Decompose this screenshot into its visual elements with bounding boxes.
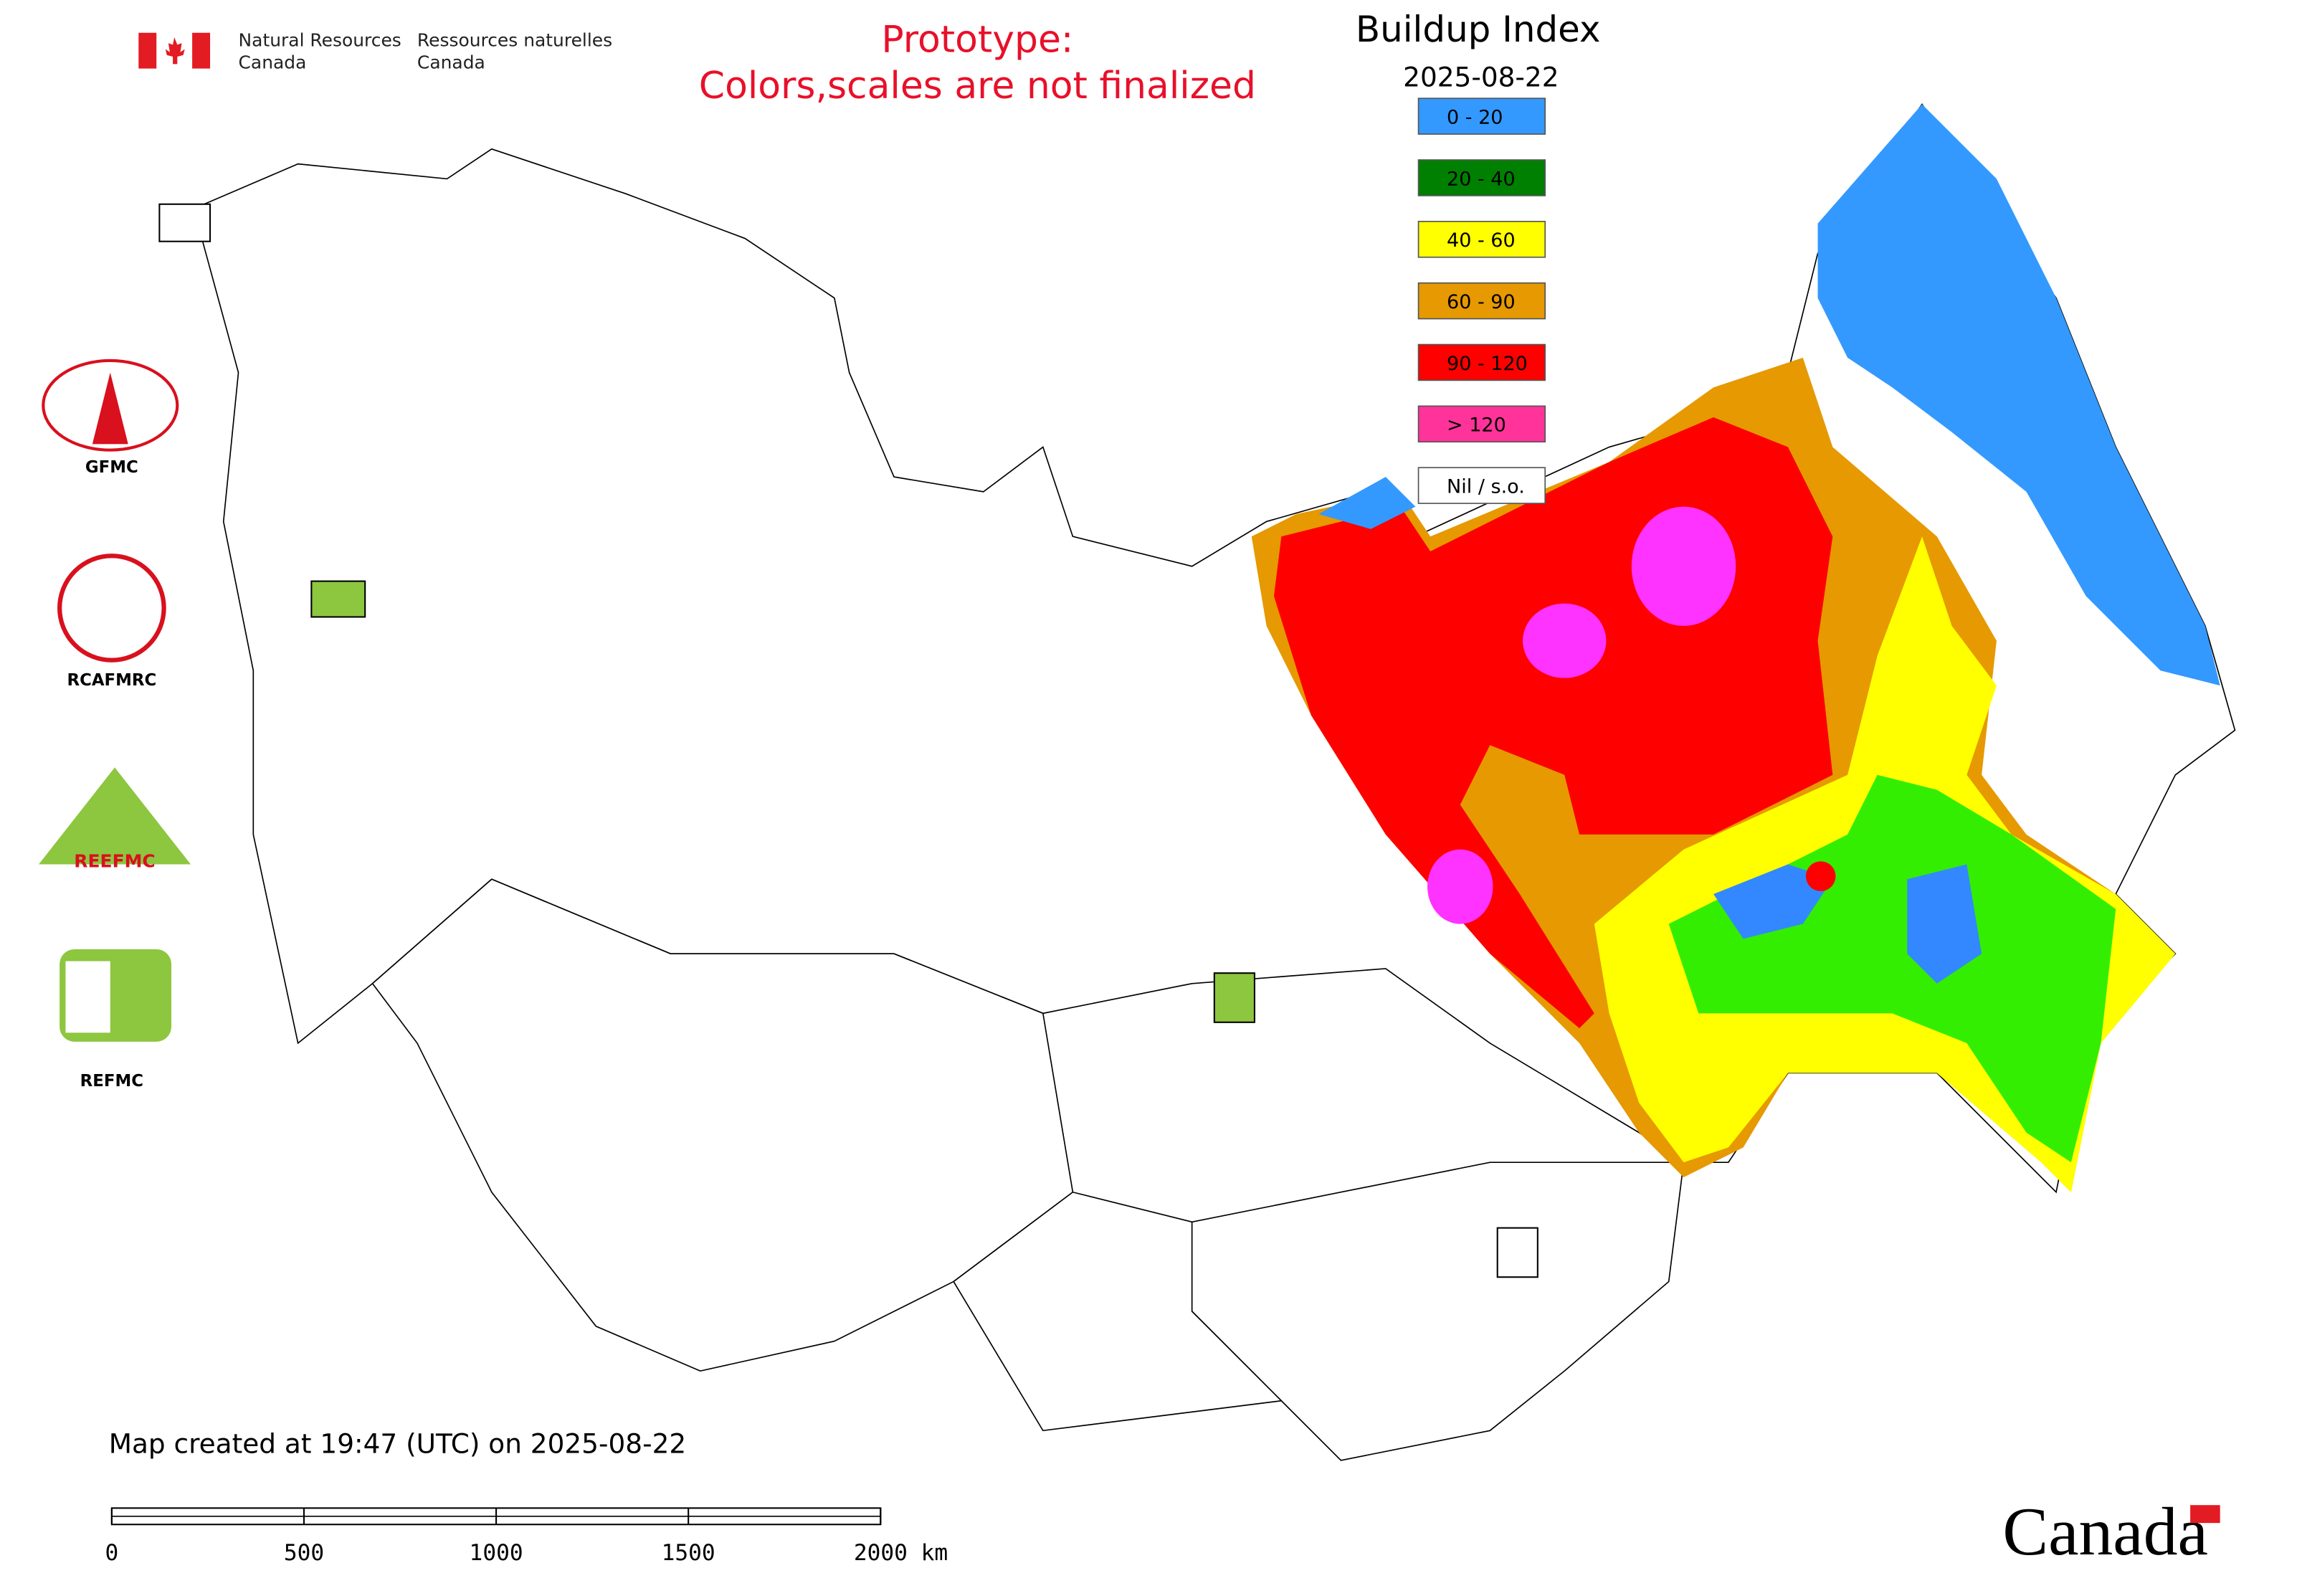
agency-en: Natural Resources <box>239 29 401 50</box>
logo-flame <box>92 372 128 445</box>
logo-box <box>158 203 211 242</box>
agency-fr: Ressources naturelles <box>417 29 612 50</box>
country-outline <box>953 1191 1283 1432</box>
legend-label: > 120 <box>1447 414 1506 437</box>
index-area <box>1427 849 1493 924</box>
legend-label: 40 - 60 <box>1447 229 1516 252</box>
country-outline <box>1191 1162 1685 1461</box>
logo-label: RCAFMRC <box>67 671 156 690</box>
index-area <box>1318 477 1416 529</box>
legend-swatch <box>1417 159 1546 196</box>
map-created: Map created at 19:47 (UTC) on 2025-08-22 <box>109 1428 686 1459</box>
logo-box <box>310 580 366 618</box>
scale-label: 1000 <box>470 1540 523 1566</box>
logo-label: GFMC <box>85 458 138 477</box>
agency-fr: Canada <box>417 52 485 73</box>
index-area <box>1523 603 1607 678</box>
scale-label: 1500 <box>662 1540 715 1566</box>
legend-label: 90 - 120 <box>1447 353 1528 375</box>
legend-label: 0 - 20 <box>1447 107 1503 129</box>
wordmark: Canada <box>2002 1493 2208 1569</box>
legend-swatch <box>1417 221 1546 258</box>
logo-box <box>1496 1227 1538 1278</box>
logo-label: REEFMC <box>74 851 155 872</box>
logo-gfmc <box>42 358 179 452</box>
logo-box <box>1213 972 1255 1023</box>
index-area <box>1713 864 1833 939</box>
scale-bar: 0 500 1000 1500 2000 km <box>105 1507 948 1566</box>
index-area <box>1817 104 2220 686</box>
agency-en: Canada <box>239 52 307 73</box>
index-area <box>1631 506 1736 626</box>
legend-label: 20 - 40 <box>1447 168 1516 190</box>
scale-label: 0 <box>105 1540 118 1566</box>
notice: Colors,scales are not finalized <box>699 65 1256 108</box>
flag-bar <box>192 32 211 69</box>
legend-label: 60 - 90 <box>1447 291 1516 313</box>
logo-refmc <box>65 961 110 1033</box>
legend: 0 - 20 20 - 40 40 - 60 60 - 90 90 - 120 > 120… <box>1417 98 1546 504</box>
legend-swatch <box>1417 343 1546 381</box>
legend-swatch <box>1417 467 1546 504</box>
legend-swatch <box>1417 405 1546 443</box>
flag-bar <box>138 32 157 69</box>
legend-swatch <box>1417 98 1546 135</box>
country-outline <box>371 878 1074 1372</box>
legend-label: Nil / s.o. <box>1447 476 1525 498</box>
index-area <box>1805 861 1836 891</box>
legend-date: 2025-08-22 <box>1403 62 1559 93</box>
notice: Prototype: <box>881 19 1073 62</box>
legend-swatch <box>1417 282 1546 320</box>
index-area <box>1907 864 1982 984</box>
maple-leaf <box>165 37 185 65</box>
scale-label: 2000 km <box>854 1540 948 1566</box>
flag <box>138 32 211 69</box>
logo-label: REFMC <box>80 1072 143 1091</box>
legend-title: Buildup Index <box>1356 9 1601 50</box>
logo-reefmc <box>39 767 191 865</box>
wordmark-flag <box>2190 1505 2220 1524</box>
logo-rcafmrc <box>57 554 166 662</box>
logo <box>39 203 1538 1278</box>
scale-label: 500 <box>284 1540 324 1566</box>
